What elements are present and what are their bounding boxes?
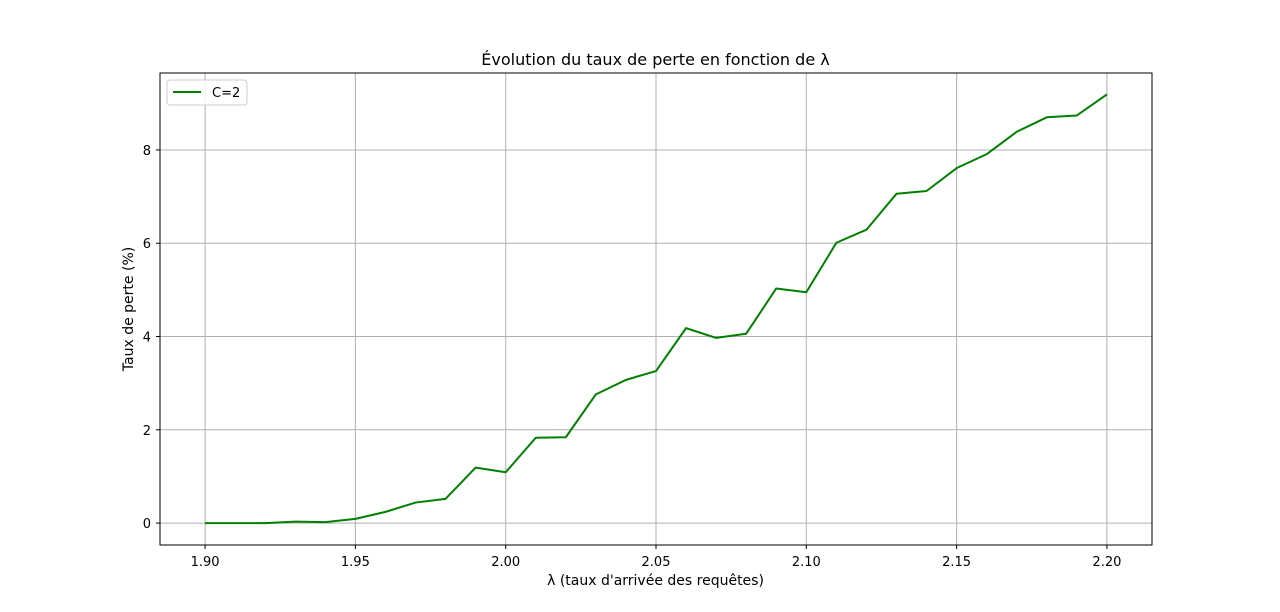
grid (160, 73, 1152, 545)
y-tick-label: 4 (143, 331, 151, 346)
y-axis-label: Taux de perte (%) (121, 247, 137, 372)
x-tick-label: 2.15 (942, 555, 971, 570)
chart-title: Évolution du taux de perte en fonction d… (481, 50, 829, 69)
x-tick-label: 2.10 (792, 555, 821, 570)
series-line (205, 93, 1108, 525)
y-tick-label: 8 (143, 144, 151, 159)
legend-box (166, 79, 248, 106)
x-tick-label: 2.20 (1092, 555, 1121, 570)
x-tick-label: 1.90 (191, 555, 220, 570)
series-layer (205, 93, 1108, 525)
y-axis: 0 2 4 6 8 (143, 144, 160, 532)
x-tick-label: 1.95 (341, 555, 370, 570)
x-tick-label: 2.05 (642, 555, 671, 570)
y-tick-label: 6 (143, 237, 151, 252)
legend-label: C=2 (212, 86, 240, 101)
x-axis-label: λ (taux d'arrivée des requêtes) (547, 573, 764, 589)
x-axis: 1.90 1.95 2.00 2.05 2.10 2.15 2.20 (191, 545, 1121, 570)
plot-frame (159, 72, 1153, 546)
y-tick-label: 0 (143, 517, 151, 532)
x-tick-label: 2.00 (491, 555, 520, 570)
legend: C=2 (166, 79, 248, 106)
y-tick-label: 2 (143, 424, 151, 439)
